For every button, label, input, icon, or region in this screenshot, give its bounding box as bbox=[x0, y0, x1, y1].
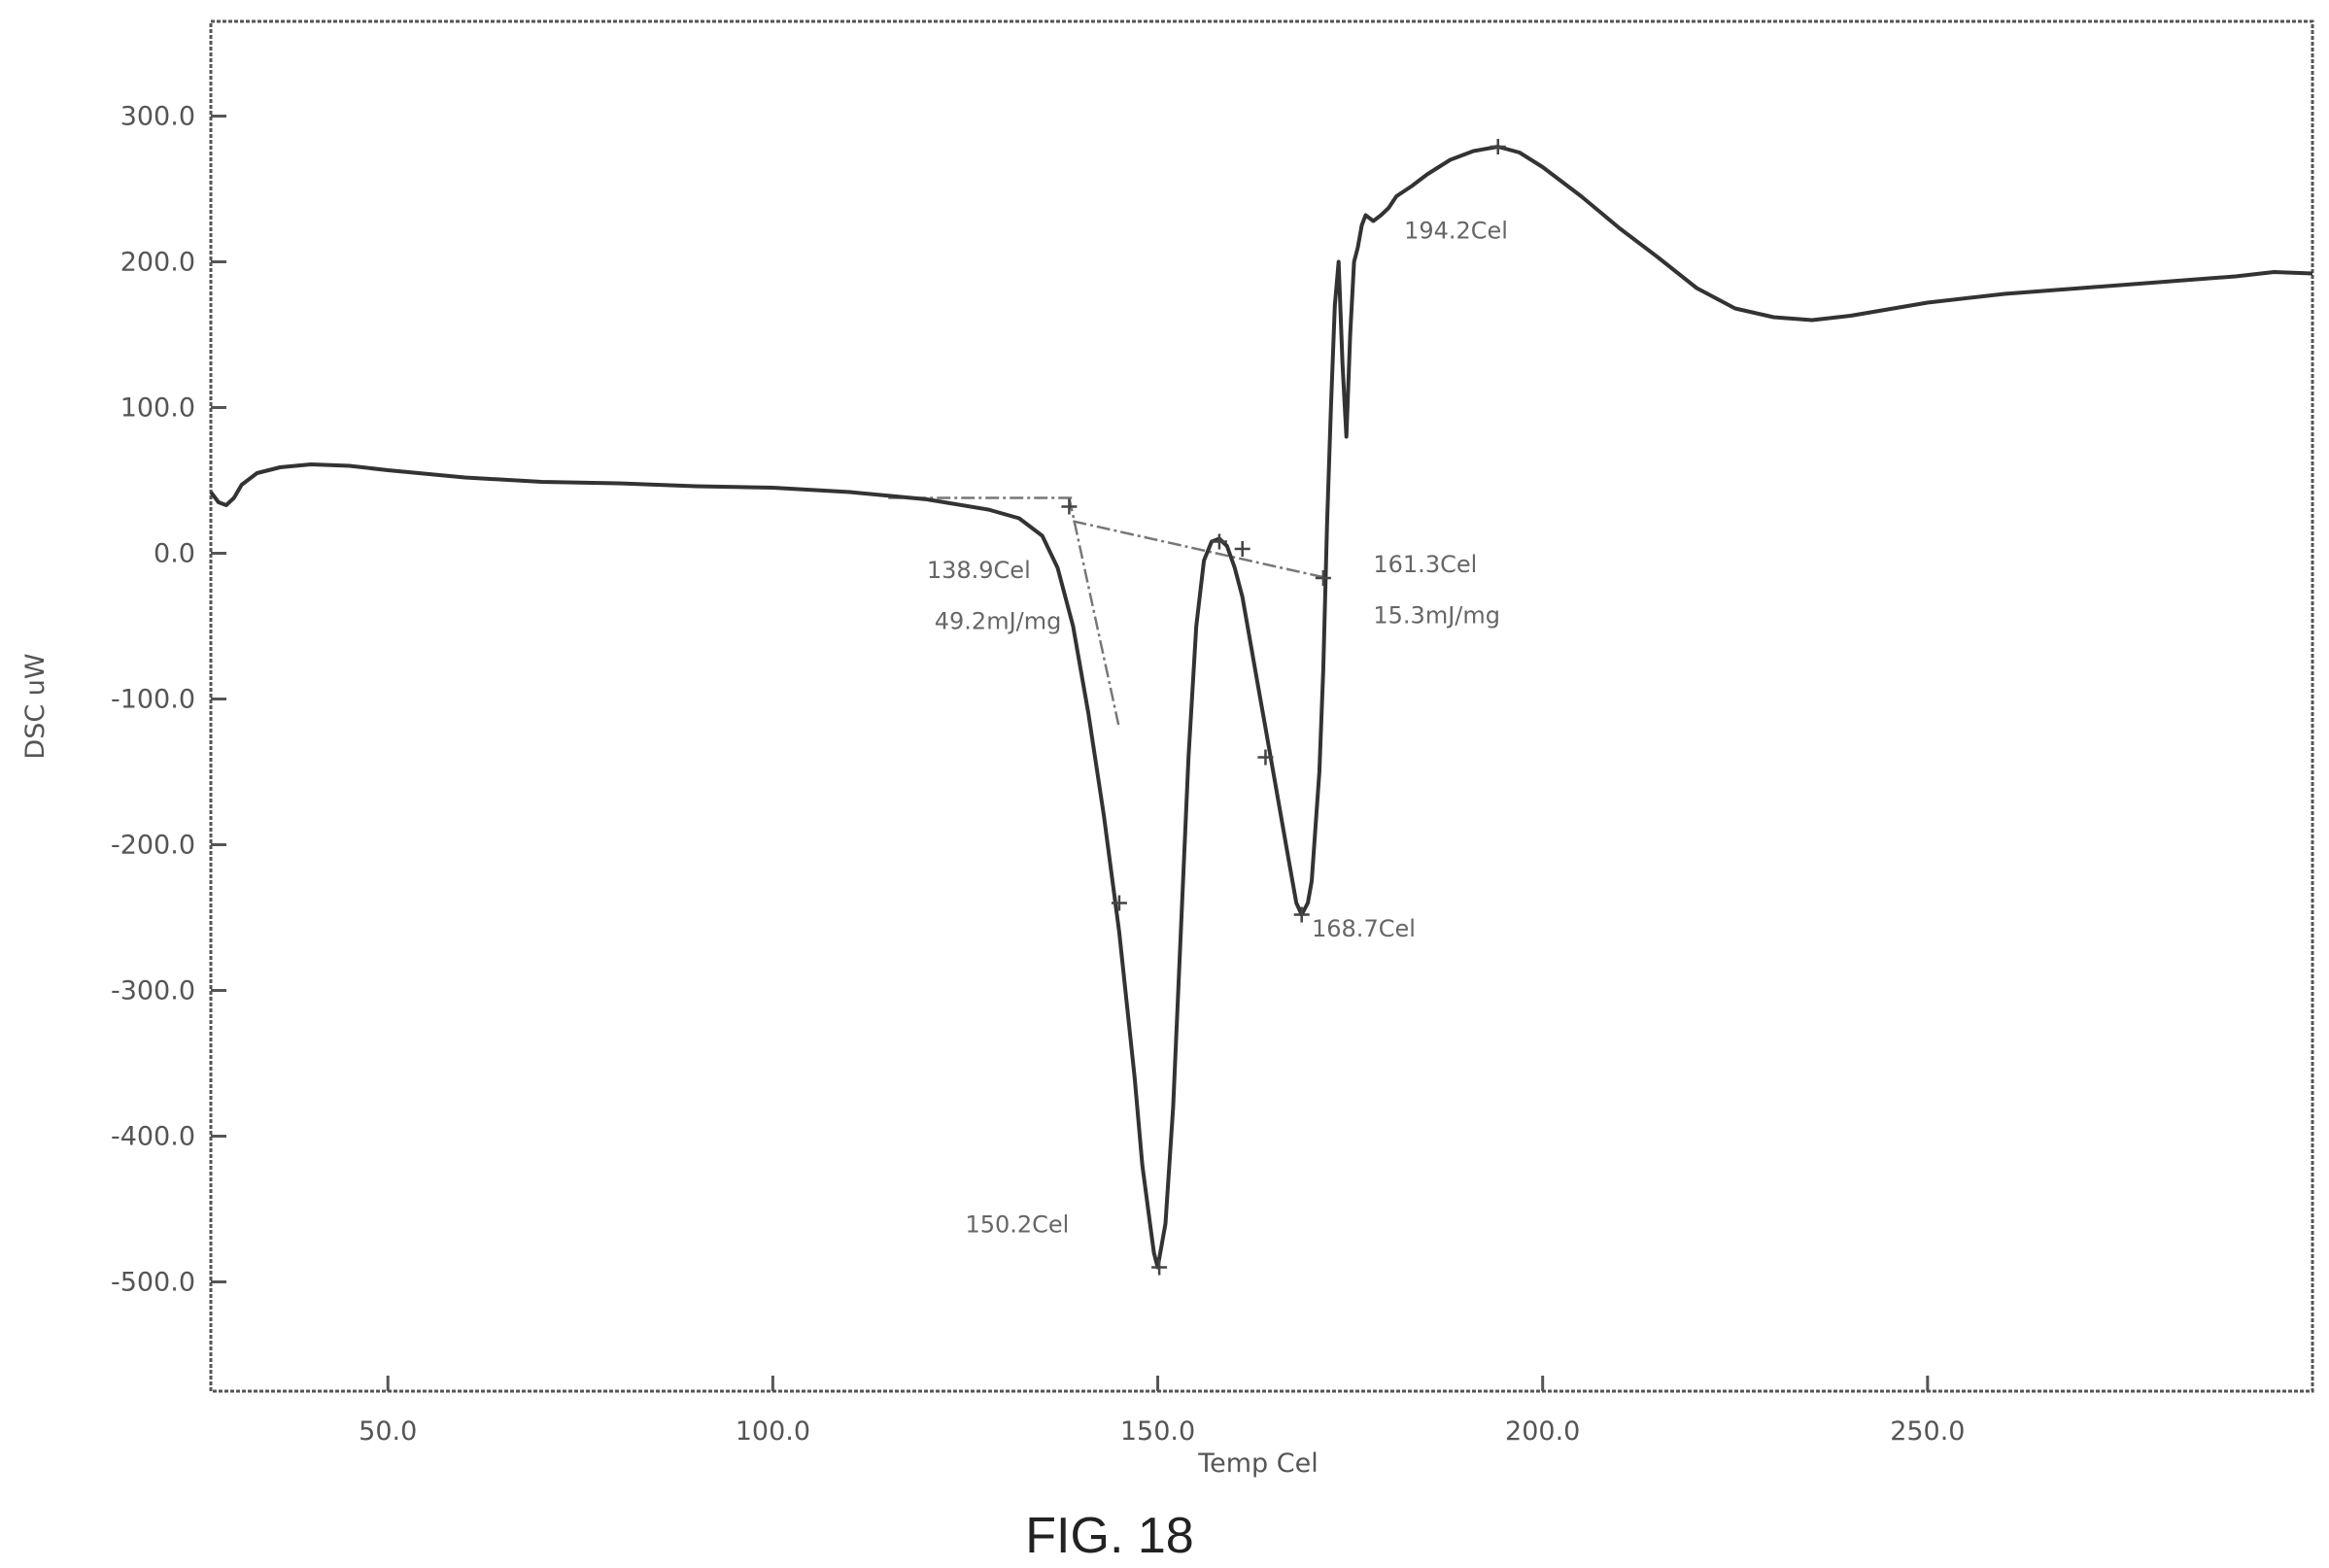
x-tick-label: 200.0 bbox=[1505, 1416, 1580, 1447]
annotation-label: 168.7Cel bbox=[1312, 915, 1416, 942]
marker-cross bbox=[1234, 541, 1250, 557]
x-tick-label: 150.0 bbox=[1120, 1416, 1195, 1447]
marker-cross bbox=[1293, 906, 1310, 923]
y-tick-label: 0.0 bbox=[154, 539, 195, 569]
annotation-label: 15.3mJ/mg bbox=[1373, 602, 1500, 630]
plot-frame bbox=[209, 19, 2314, 1393]
x-tick-label: 250.0 bbox=[1890, 1416, 1965, 1447]
annotation-label: 49.2mJ/mg bbox=[935, 608, 1062, 635]
y-tick-label: -200.0 bbox=[111, 831, 195, 861]
marker-cross bbox=[1490, 139, 1506, 154]
x-tick-labels: 50.0 100.0 150.0 200.0 250.0 bbox=[359, 1416, 1965, 1447]
marker-cross bbox=[1257, 749, 1274, 766]
y-tick-label: -300.0 bbox=[111, 976, 195, 1006]
x-axis-title: Temp Cel bbox=[1197, 1449, 1319, 1479]
axis-ticks bbox=[211, 115, 1930, 1391]
marker-cross bbox=[1151, 1259, 1168, 1276]
y-tick-label: -500.0 bbox=[111, 1268, 195, 1298]
marker-cross bbox=[1315, 570, 1331, 586]
y-tick-label: 100.0 bbox=[120, 393, 195, 424]
y-tick-label: 200.0 bbox=[120, 248, 195, 278]
peak-markers bbox=[1061, 139, 1506, 1276]
figure-caption: FIG. 18 bbox=[1025, 1508, 1193, 1564]
y-tick-label: -400.0 bbox=[111, 1122, 195, 1152]
baseline-line bbox=[1073, 520, 1328, 580]
annotation-label: 138.9Cel bbox=[927, 557, 1031, 584]
x-tick-label: 50.0 bbox=[359, 1416, 417, 1447]
marker-cross bbox=[1211, 533, 1227, 550]
y-axis-title: DSC uW bbox=[20, 653, 51, 759]
dsc-curve bbox=[209, 145, 2313, 1270]
marker-cross bbox=[1111, 895, 1127, 911]
x-tick-label: 100.0 bbox=[736, 1416, 810, 1447]
annotation-label: 150.2Cel bbox=[965, 1211, 1069, 1239]
baseline-line bbox=[1068, 497, 1121, 729]
annotations: 138.9Cel 49.2mJ/mg 161.3Cel 15.3mJ/mg 168.7C… bbox=[927, 218, 1508, 1239]
annotation-label: 194.2Cel bbox=[1404, 218, 1508, 245]
y-tick-label: 300.0 bbox=[120, 102, 195, 132]
marker-cross bbox=[1061, 498, 1078, 515]
annotation-label: 161.3Cel bbox=[1373, 551, 1477, 578]
y-tick-labels: 300.0 200.0 100.0 0.0 -100.0 -200.0 -300.0 -400… bbox=[111, 102, 195, 1298]
y-tick-label: -100.0 bbox=[111, 685, 195, 715]
